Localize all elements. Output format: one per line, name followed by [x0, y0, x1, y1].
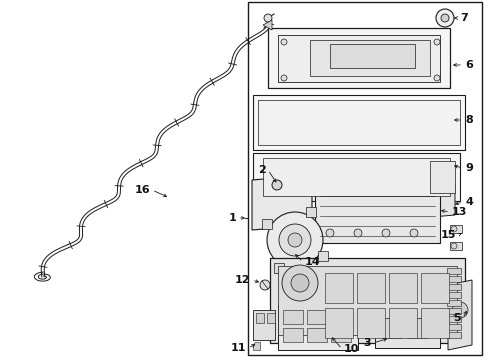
Polygon shape: [430, 161, 455, 193]
Bar: [262, 219, 272, 229]
Circle shape: [260, 280, 270, 290]
Polygon shape: [310, 40, 430, 76]
Text: 9: 9: [465, 163, 473, 173]
Bar: [331, 310, 351, 324]
Circle shape: [264, 14, 272, 22]
Bar: [307, 328, 327, 342]
Bar: [283, 328, 303, 342]
Bar: [447, 300, 461, 306]
Bar: [450, 225, 462, 233]
Bar: [325, 308, 353, 338]
Polygon shape: [375, 308, 440, 348]
Bar: [256, 313, 264, 323]
Bar: [407, 318, 427, 338]
Bar: [447, 316, 461, 322]
Circle shape: [272, 180, 282, 190]
Bar: [263, 158, 450, 196]
Bar: [253, 153, 460, 201]
Bar: [331, 328, 351, 342]
Polygon shape: [448, 280, 472, 350]
Bar: [447, 292, 461, 298]
Circle shape: [291, 274, 309, 292]
Text: 14: 14: [305, 257, 320, 267]
Bar: [274, 263, 284, 273]
Text: 3: 3: [364, 338, 371, 348]
Text: 5: 5: [453, 313, 461, 323]
Bar: [447, 268, 461, 274]
Text: 8: 8: [465, 115, 473, 125]
Bar: [382, 318, 402, 338]
Text: 16: 16: [134, 185, 150, 195]
Polygon shape: [253, 342, 260, 350]
Bar: [258, 100, 460, 145]
Bar: [283, 310, 303, 324]
Text: 15: 15: [441, 230, 456, 240]
Polygon shape: [438, 178, 452, 185]
Polygon shape: [263, 20, 272, 30]
Bar: [421, 273, 449, 303]
Circle shape: [441, 14, 449, 22]
Circle shape: [288, 233, 302, 247]
Circle shape: [281, 39, 287, 45]
Bar: [447, 284, 461, 290]
Circle shape: [279, 224, 311, 256]
Bar: [253, 95, 465, 150]
Circle shape: [281, 75, 287, 81]
Bar: [447, 332, 461, 338]
Text: 12: 12: [235, 275, 250, 285]
Bar: [357, 273, 385, 303]
Bar: [278, 305, 358, 350]
Circle shape: [452, 302, 468, 318]
Text: 6: 6: [465, 60, 473, 70]
Bar: [447, 308, 461, 314]
Circle shape: [436, 9, 454, 27]
Text: 7: 7: [460, 13, 468, 23]
Bar: [267, 313, 275, 323]
Text: 4: 4: [465, 197, 473, 207]
Circle shape: [354, 229, 362, 237]
Bar: [278, 266, 457, 335]
Bar: [357, 308, 385, 338]
Bar: [450, 242, 462, 250]
Bar: [306, 207, 316, 217]
Circle shape: [451, 243, 457, 249]
Circle shape: [282, 265, 318, 301]
Polygon shape: [252, 175, 312, 230]
Bar: [248, 2, 482, 355]
Circle shape: [326, 229, 334, 237]
Polygon shape: [420, 185, 455, 218]
Circle shape: [434, 39, 440, 45]
Bar: [447, 276, 461, 282]
Polygon shape: [330, 44, 415, 68]
Text: 13: 13: [452, 207, 467, 217]
Bar: [389, 273, 417, 303]
Text: 1: 1: [228, 213, 236, 223]
Bar: [325, 273, 353, 303]
Polygon shape: [278, 35, 440, 82]
Bar: [447, 324, 461, 330]
Text: 10: 10: [344, 344, 359, 354]
Text: 2: 2: [258, 165, 266, 175]
Bar: [389, 308, 417, 338]
Bar: [318, 251, 328, 261]
Circle shape: [451, 226, 457, 232]
Circle shape: [410, 229, 418, 237]
Polygon shape: [268, 28, 450, 88]
Bar: [307, 310, 327, 324]
Bar: [315, 188, 440, 243]
Bar: [253, 310, 275, 340]
Bar: [421, 308, 449, 338]
Bar: [270, 258, 465, 343]
Text: 11: 11: [230, 343, 246, 353]
Circle shape: [434, 75, 440, 81]
Circle shape: [382, 229, 390, 237]
Circle shape: [267, 212, 323, 268]
